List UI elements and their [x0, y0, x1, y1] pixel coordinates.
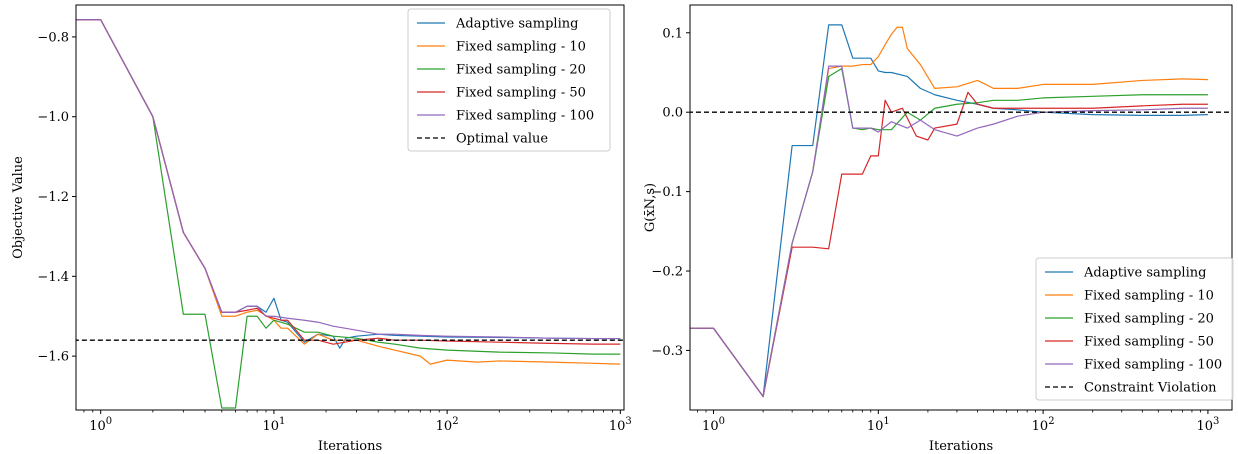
y-tick-label: 0.0 — [662, 106, 683, 121]
x-tick-label: 100 — [702, 416, 725, 434]
legend-entry-fixed-sampling-100: Fixed sampling - 100 — [456, 109, 594, 124]
y-tick-label: −1.6 — [37, 350, 69, 365]
y-axis-label: Objective Value — [11, 156, 26, 259]
constraint-violation-chart: 100 101 102 103 0.1 0.0 −0.1 −0.2 −0.3 Iterations… — [643, 4, 1234, 454]
x-tick-label: 102 — [436, 416, 459, 434]
plot-area — [76, 19, 624, 409]
y-tick-label: −1.2 — [37, 190, 69, 205]
objective-value-chart: 100 101 102 103 −0.8 −1.0 −1.2 −1.4 −1.6 Iteratio… — [11, 4, 632, 454]
y-tick-label: −0.3 — [651, 344, 683, 359]
y-tick-label: −1.4 — [37, 270, 69, 285]
legend-entry-fixed-sampling-50: Fixed sampling - 50 — [456, 86, 586, 101]
y-axis-label: G(x̄N,s) — [643, 183, 658, 232]
x-axis-label: Iterations — [929, 439, 993, 454]
y-tick-label: −0.2 — [651, 265, 683, 280]
legend-entry-adaptive-sampling: Adaptive sampling — [455, 17, 578, 32]
legend-entry-fixed-sampling-20: Fixed sampling - 20 — [456, 63, 586, 78]
legend: Adaptive sampling Fixed sampling - 10 Fixe… — [1035, 257, 1234, 401]
y-tick-label: 0.1 — [662, 26, 683, 41]
x-tick-label: 101 — [262, 416, 285, 434]
y-tick-label: −0.8 — [37, 30, 69, 45]
legend-entry-fixed-sampling-100: Fixed sampling - 100 — [1084, 358, 1222, 373]
legend-entry-optimal-value: Optimal value — [456, 132, 548, 147]
y-tick-label: −1.0 — [37, 110, 69, 125]
legend-entry-fixed-sampling-20: Fixed sampling - 20 — [1084, 312, 1214, 327]
x-tick-label: 102 — [1032, 416, 1055, 434]
legend: Adaptive sampling Fixed sampling - 10 Fixe… — [407, 8, 611, 152]
x-tick-label: 100 — [89, 416, 112, 434]
plot-area — [690, 24, 1232, 398]
legend-box — [407, 8, 611, 152]
y-tick-label: −0.1 — [651, 185, 683, 200]
legend-entry-fixed-sampling-50: Fixed sampling - 50 — [1084, 335, 1214, 350]
x-tick-label: 103 — [609, 416, 632, 434]
legend-entry-constraint-violation: Constraint Violation — [1084, 381, 1217, 396]
axes-frame — [75, 4, 625, 411]
legend-box — [1035, 257, 1234, 401]
legend-entry-fixed-sampling-10: Fixed sampling - 10 — [1084, 289, 1214, 304]
series-line-fixed-sampling-20 — [76, 19, 621, 409]
legend-entry-adaptive-sampling: Adaptive sampling — [1083, 266, 1206, 281]
series-line-fixed-sampling-100 — [76, 19, 621, 340]
axes-frame — [689, 4, 1233, 411]
legend-entry-fixed-sampling-10: Fixed sampling - 10 — [456, 40, 586, 55]
x-tick-label: 103 — [1196, 416, 1219, 434]
series-line-fixed-sampling-50 — [690, 91, 1208, 398]
x-axis-label: Iterations — [318, 439, 382, 454]
x-tick-label: 101 — [867, 416, 890, 434]
